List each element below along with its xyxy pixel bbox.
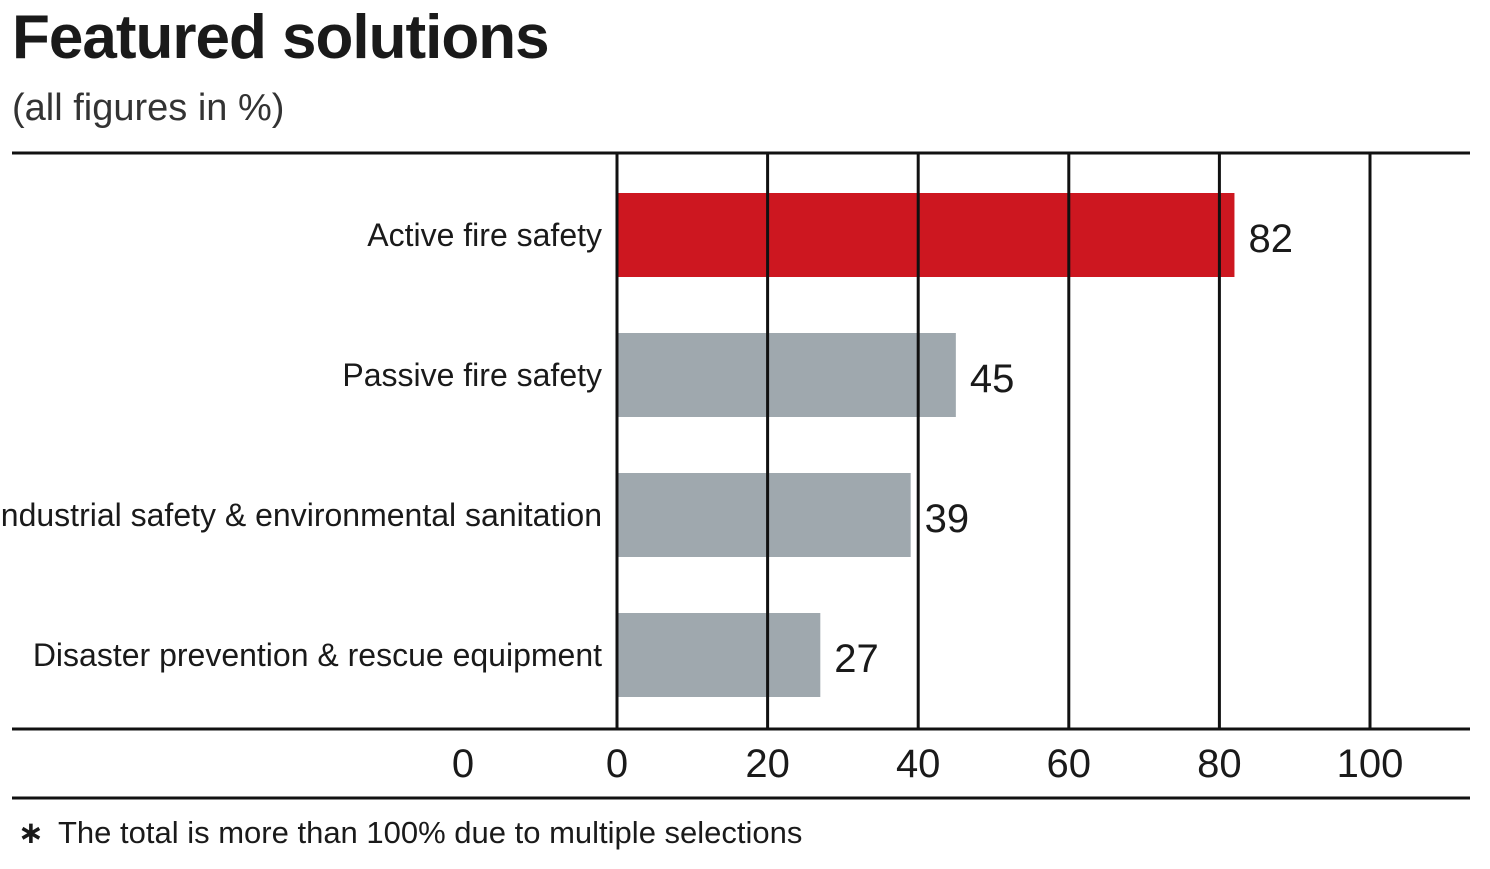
data-label: 82 (1248, 217, 1293, 261)
category-label: Active fire safety (367, 217, 602, 253)
x-tick-label: 80 (1197, 742, 1242, 786)
chart-subtitle: (all figures in %) (12, 87, 285, 129)
footnote-text: The total is more than 100% due to multi… (57, 815, 803, 850)
data-label: 27 (834, 637, 879, 681)
data-label: 39 (925, 497, 970, 541)
footnote: ∗ The total is more than 100% due to mult… (18, 814, 802, 851)
category-label: Disaster prevention & rescue equipment (33, 637, 602, 673)
x-tick-label: 0 (606, 742, 628, 786)
bar (617, 473, 911, 557)
bar (617, 193, 1235, 277)
x-tick-label: 40 (896, 742, 941, 786)
asterisk-icon: ∗ (18, 815, 44, 850)
bar (617, 613, 821, 697)
x-tick-label: 60 (1047, 742, 1092, 786)
x-tick-label: 100 (1337, 742, 1404, 786)
chart-title: Featured solutions (12, 3, 550, 72)
category-label: Industrial safety & environmental sanita… (0, 497, 602, 533)
x-tick-label: 0 (452, 742, 474, 786)
category-label: Passive fire safety (342, 357, 602, 393)
bar (617, 333, 956, 417)
data-label: 45 (970, 357, 1015, 401)
x-tick-label: 20 (745, 742, 790, 786)
